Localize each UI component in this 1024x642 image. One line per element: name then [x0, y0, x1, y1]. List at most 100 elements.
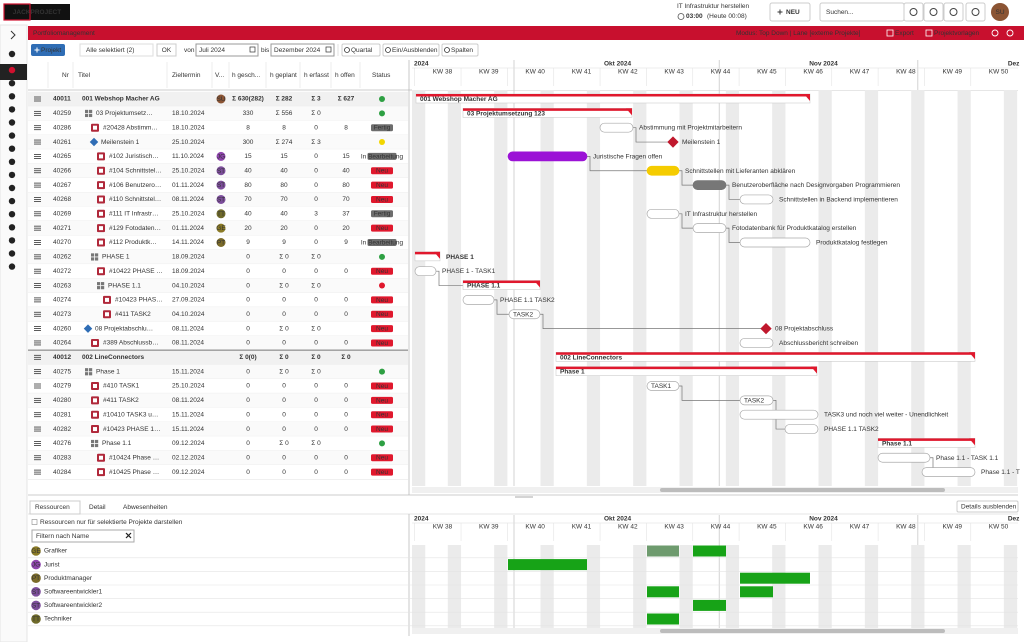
task-bar[interactable]: [599, 122, 634, 133]
table-row[interactable]: [28, 120, 408, 135]
nav-icon[interactable]: [8, 224, 16, 231]
row-title[interactable]: #10422 PHASE …: [109, 268, 163, 275]
column-header[interactable]: Nr: [62, 72, 70, 79]
nav-icon[interactable]: [8, 263, 16, 270]
row-title[interactable]: #106 Benutzero…: [109, 182, 161, 189]
resource-name[interactable]: Softwareentwickler1: [44, 589, 103, 596]
table-row[interactable]: [28, 436, 408, 451]
resource-name[interactable]: Techniker: [44, 616, 73, 623]
table-row[interactable]: [28, 335, 408, 351]
nav-icon[interactable]: [8, 50, 16, 58]
gantt-scroll-thumb[interactable]: [660, 488, 945, 492]
row-title[interactable]: #20428 Abstimm…: [103, 124, 158, 131]
table-row[interactable]: [28, 292, 408, 308]
task-bar[interactable]: [508, 309, 541, 320]
tab[interactable]: Abwesenheiten: [123, 504, 168, 511]
milestone[interactable]: [667, 136, 679, 148]
task-bar[interactable]: [462, 295, 495, 305]
quarter-button[interactable]: [341, 43, 381, 57]
row-title[interactable]: #411 TASK2: [103, 397, 139, 404]
task-bar[interactable]: [507, 151, 588, 162]
resource-name[interactable]: Grafiker: [44, 548, 68, 555]
current-task[interactable]: IT Infrastruktur herstellen: [677, 3, 750, 10]
icon-button[interactable]: [923, 2, 944, 22]
task-bar[interactable]: [784, 424, 819, 434]
table-row[interactable]: [28, 407, 408, 422]
task-bar[interactable]: [646, 165, 680, 176]
resource-name[interactable]: Softwareentwickler2: [44, 602, 103, 609]
to-input[interactable]: [270, 43, 335, 57]
task-bar[interactable]: [646, 381, 680, 391]
nav-icon[interactable]: [8, 158, 16, 165]
icon-button[interactable]: [965, 2, 986, 22]
task-bar[interactable]: [739, 338, 774, 348]
table-row[interactable]: [28, 106, 408, 121]
nav-icon[interactable]: [8, 171, 16, 179]
task-bar[interactable]: [692, 223, 727, 233]
column-header[interactable]: V...: [215, 72, 224, 79]
column-header[interactable]: h gesch...: [232, 72, 260, 79]
columns-button[interactable]: [441, 43, 479, 57]
row-title[interactable]: #10425 Phase …: [109, 469, 159, 476]
column-header[interactable]: Titel: [78, 72, 91, 79]
row-title[interactable]: #129 Fotodaten…: [109, 225, 161, 232]
row-title[interactable]: #411 TASK2: [115, 311, 151, 318]
hide-details[interactable]: [956, 500, 1019, 513]
resource-name[interactable]: Jurist: [44, 561, 60, 568]
add-project[interactable]: [31, 44, 65, 56]
icon-button[interactable]: [903, 2, 924, 22]
table-row[interactable]: [28, 421, 408, 437]
filter-input[interactable]: [31, 529, 135, 543]
row-title[interactable]: #410 TASK1: [103, 383, 140, 390]
mode-select[interactable]: Modus: Top Down | Lane [externe Projekte…: [736, 30, 861, 37]
nav-icon[interactable]: [8, 119, 16, 126]
nav-icon[interactable]: [8, 211, 16, 218]
task-bar[interactable]: [739, 409, 819, 420]
milestone[interactable]: [760, 322, 772, 335]
icon-button[interactable]: [943, 2, 964, 22]
task-bar[interactable]: [921, 467, 976, 477]
nav-icon[interactable]: [8, 250, 16, 257]
table-row[interactable]: [28, 450, 408, 465]
task-bar[interactable]: [877, 452, 931, 463]
row-title[interactable]: #10410 TASK3 u…: [103, 411, 158, 418]
selection-dropdown[interactable]: [79, 43, 154, 57]
export-button[interactable]: Export: [895, 30, 914, 37]
row-title[interactable]: #389 Abschlussb…: [103, 340, 159, 347]
nav-icon[interactable]: [8, 237, 16, 244]
column-header[interactable]: h offen: [335, 72, 355, 79]
nav-icon[interactable]: [8, 132, 16, 139]
nav-icon[interactable]: [8, 93, 16, 100]
row-title[interactable]: #10423 PHASE 1…: [103, 426, 160, 433]
row-title[interactable]: #112 Produktk…: [109, 239, 157, 246]
table-row[interactable]: [28, 464, 408, 480]
table-row[interactable]: [28, 378, 408, 394]
table-row[interactable]: [28, 134, 408, 150]
table-row[interactable]: [28, 321, 408, 336]
table-row[interactable]: [28, 393, 408, 408]
column-header[interactable]: h geplant: [270, 72, 297, 79]
table-row[interactable]: [28, 264, 408, 279]
from-input[interactable]: [195, 43, 259, 57]
tab[interactable]: Detail: [89, 504, 106, 511]
table-row[interactable]: [28, 350, 408, 365]
task-bar[interactable]: [739, 194, 774, 205]
templates-button[interactable]: Projektvorlagen: [934, 30, 980, 37]
column-header[interactable]: h erfasst: [304, 72, 329, 79]
task-bar[interactable]: [739, 237, 811, 248]
task-bar[interactable]: [692, 180, 727, 190]
task-bar[interactable]: [646, 208, 680, 219]
task-bar[interactable]: [739, 395, 774, 406]
nav-icon[interactable]: [8, 106, 16, 113]
table-row[interactable]: [28, 307, 408, 322]
nav-icon[interactable]: [8, 66, 16, 74]
table-row[interactable]: [28, 249, 408, 265]
row-title[interactable]: #10424 Phase …: [109, 454, 159, 461]
row-title[interactable]: #110 Schnittstel…: [109, 196, 161, 203]
column-header[interactable]: Zieltermin: [172, 72, 201, 79]
table-row[interactable]: [28, 364, 408, 379]
ok-button[interactable]: [156, 43, 177, 57]
row-title[interactable]: #10423 PHAS…: [115, 297, 163, 304]
nav-icon[interactable]: [8, 145, 16, 152]
new-button[interactable]: [769, 2, 811, 22]
